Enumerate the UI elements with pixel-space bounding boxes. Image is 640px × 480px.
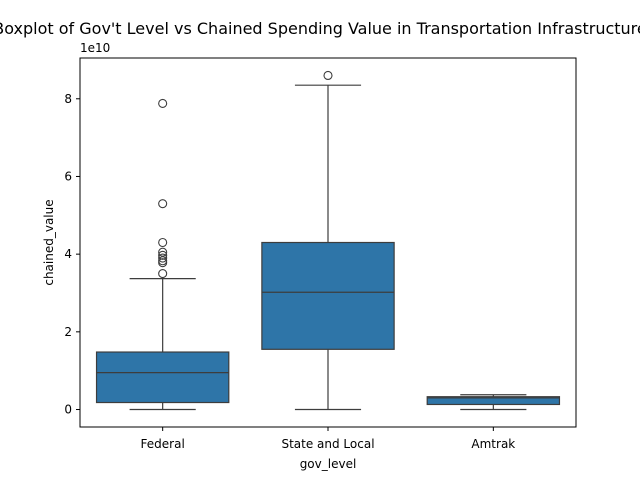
y-axis-offset-label: 1e10: [80, 41, 110, 55]
box-group-0: [95, 98, 230, 411]
axes: 0 2 4 6 8 Federal State and Local Amtrak: [64, 92, 515, 451]
x-tick-label: State and Local: [281, 437, 374, 451]
y-tick-label: 2: [64, 325, 72, 339]
x-axis-label: gov_level: [300, 457, 357, 471]
outlier-point: [158, 237, 168, 248]
y-tick-label: 4: [64, 247, 72, 261]
iqr-box: [95, 351, 230, 404]
outlier-point: [323, 70, 333, 81]
iqr-box: [261, 241, 395, 350]
outlier-point: [158, 250, 168, 260]
y-tick-label: 8: [64, 92, 72, 106]
outlier-point: [158, 247, 168, 257]
box-group-2: [426, 394, 561, 411]
outlier-point: [158, 199, 168, 209]
outlier-point: [158, 258, 168, 268]
x-tick-label: Federal: [141, 437, 185, 451]
chart-title: Boxplot of Gov't Level vs Chained Spendi…: [0, 19, 640, 38]
iqr-box: [426, 396, 561, 406]
x-tick-label: Amtrak: [471, 437, 515, 451]
outlier-point: [158, 253, 168, 263]
outlier-point: [158, 98, 168, 108]
y-axis-label: chained_value: [42, 199, 56, 285]
y-tick-label: 6: [64, 169, 72, 183]
plot-area: [95, 70, 561, 411]
box-group-1: [261, 70, 395, 411]
outlier-point: [158, 269, 168, 279]
y-tick-label: 0: [64, 403, 72, 417]
